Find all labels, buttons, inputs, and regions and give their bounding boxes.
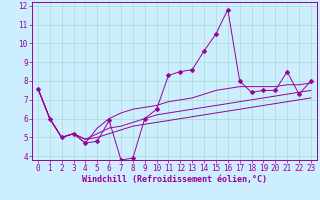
X-axis label: Windchill (Refroidissement éolien,°C): Windchill (Refroidissement éolien,°C) — [82, 175, 267, 184]
